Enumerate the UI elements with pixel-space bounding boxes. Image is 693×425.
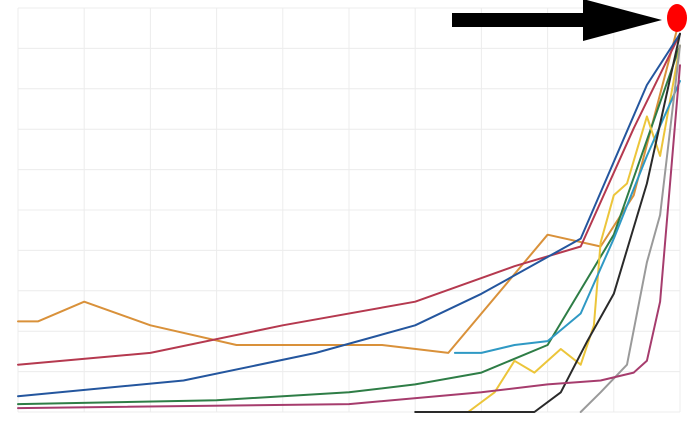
series-line-4 xyxy=(17,44,681,406)
series-line-7 xyxy=(414,32,681,413)
series-line-2 xyxy=(17,32,681,366)
series-line-5 xyxy=(467,44,681,413)
series-line-9 xyxy=(17,64,681,410)
series-line-6 xyxy=(453,80,681,354)
arrow-icon xyxy=(452,0,662,41)
series-line-8 xyxy=(579,44,681,413)
annotations xyxy=(452,0,687,41)
red-dot-marker xyxy=(667,4,687,32)
series-line-3 xyxy=(17,32,681,398)
chart-grid xyxy=(17,7,681,413)
series-line-1 xyxy=(17,17,681,354)
series-lines xyxy=(17,17,681,413)
